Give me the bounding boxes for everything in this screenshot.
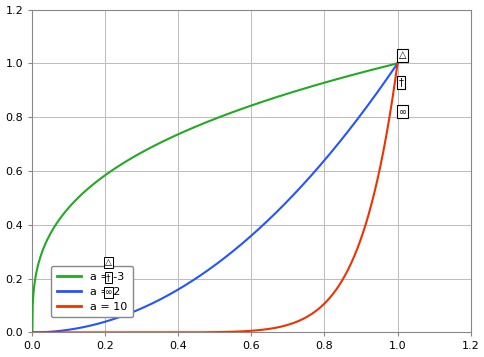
Text: △: △ bbox=[398, 50, 405, 60]
Text: △: △ bbox=[105, 258, 112, 267]
Text: †: † bbox=[398, 77, 403, 87]
Text: †: † bbox=[106, 273, 110, 282]
Text: ∞: ∞ bbox=[398, 107, 406, 117]
Text: ∞: ∞ bbox=[105, 288, 112, 297]
Legend: a = -3, a = 2, a = 10: a = -3, a = 2, a = 10 bbox=[51, 266, 133, 317]
